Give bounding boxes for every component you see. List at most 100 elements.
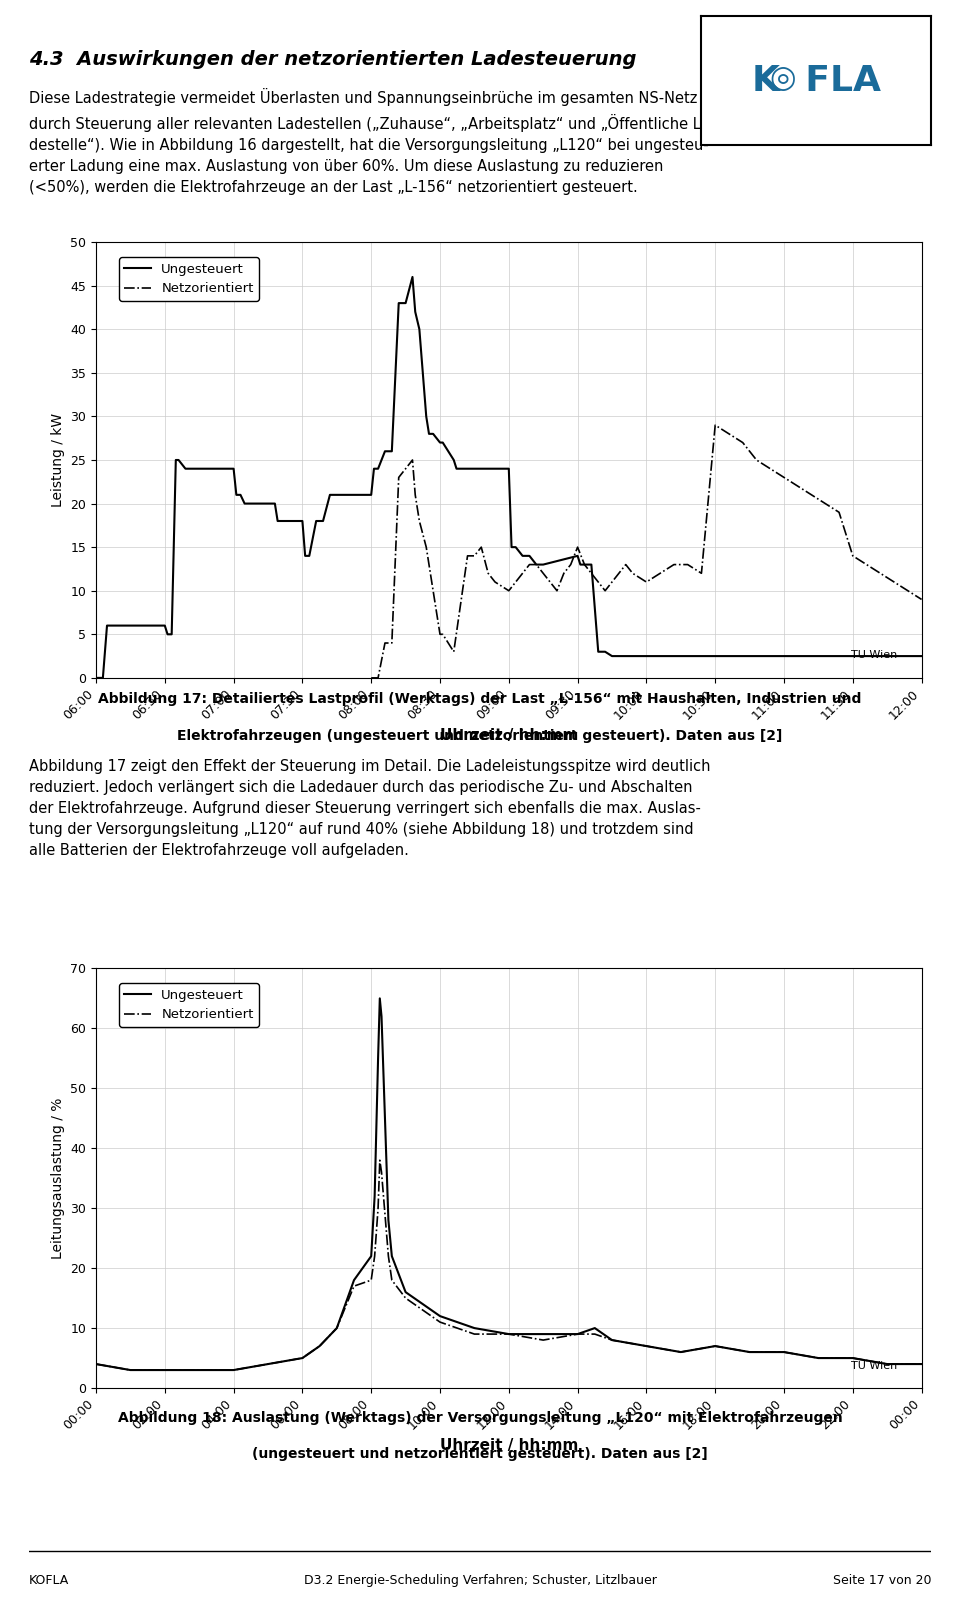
Netzorientiert [468,546,480,565]
Netzorientiert [640,1336,652,1356]
Text: Seite 17 von 20: Seite 17 von 20 [832,1574,931,1587]
Ungesteuert [812,1348,824,1367]
Ungesteuert [375,1007,387,1027]
Ungesteuert [262,1354,274,1374]
Netzorientiert [90,1354,102,1374]
Ungesteuert [372,1049,384,1068]
Ungesteuert [180,458,191,478]
Ungesteuert [417,1294,428,1314]
Netzorientiert [348,1277,360,1296]
Netzorientiert [675,1343,686,1362]
Netzorientiert [374,1151,386,1170]
Line: Ungesteuert: Ungesteuert [96,999,922,1370]
Text: K  FLA: K FLA [752,63,880,98]
Ungesteuert [374,989,386,1009]
Text: (ungesteuert und netzorientiert gesteuert). Daten aus [2]: (ungesteuert und netzorientiert gesteuer… [252,1446,708,1461]
Ungesteuert [881,1354,893,1374]
Netzorientiert [417,1301,428,1320]
Netzorientiert [589,1325,601,1344]
Netzorientiert [366,668,377,688]
Text: D3.2 Energie-Scheduling Verfahren; Schuster, Litzlbauer: D3.2 Energie-Scheduling Verfahren; Schus… [303,1574,657,1587]
Ungesteuert [779,1343,790,1362]
Legend: Ungesteuert, Netzorientiert: Ungesteuert, Netzorientiert [119,257,259,300]
Netzorientiert [812,1348,824,1367]
Netzorientiert [655,563,666,583]
Ungesteuert [125,1361,136,1380]
Netzorientiert [262,1354,274,1374]
Netzorientiert [723,424,734,444]
Ungesteuert [314,1336,325,1356]
Netzorientiert [159,1361,171,1380]
Ungesteuert [159,1361,171,1380]
Netzorientiert [451,1319,463,1338]
Line: Netzorientiert: Netzorientiert [96,1160,922,1370]
Netzorientiert [125,1361,136,1380]
Netzorientiert [709,415,721,434]
Text: Abbildung 17: Detailiertes Lastprofil (Werktags) der Last „L-156“ mit Haushalten: Abbildung 17: Detailiertes Lastprofil (W… [98,692,862,707]
Ungesteuert [230,486,242,505]
Ungesteuert [640,1336,652,1356]
Ungesteuert [366,1246,377,1265]
Line: Netzorientiert: Netzorientiert [372,424,922,678]
Ungesteuert [434,1306,445,1325]
Netzorientiert [916,1354,927,1374]
Ungesteuert [386,1246,397,1265]
Ungesteuert [369,1186,380,1206]
Netzorientiert [386,1270,397,1290]
Ungesteuert [538,1325,549,1344]
Ungesteuert [348,1270,360,1290]
Netzorientiert [193,1361,205,1380]
Ungesteuert [297,1348,308,1367]
Ungesteuert [468,1319,480,1338]
Netzorientiert [383,1246,395,1265]
Netzorientiert [606,1330,617,1349]
Ungesteuert [589,1319,601,1338]
X-axis label: Uhrzeit / hh:mm: Uhrzeit / hh:mm [440,1438,578,1453]
Y-axis label: Leitungsauslastung / %: Leitungsauslastung / % [51,1098,64,1259]
Ungesteuert [90,1354,102,1374]
Netzorientiert [468,1325,480,1344]
Ungesteuert [675,1343,686,1362]
Text: TU Wien: TU Wien [851,1361,897,1372]
Netzorientiert [744,1343,756,1362]
Ungesteuert [407,268,419,287]
Text: Abbildung 18: Auslastung (Werktags) der Versorgungsleitung „L120“ mit Elektrofah: Abbildung 18: Auslastung (Werktags) der … [118,1411,842,1425]
Ungesteuert [606,1330,617,1349]
Legend: Ungesteuert, Netzorientiert: Ungesteuert, Netzorientiert [119,983,259,1027]
Netzorientiert [779,1343,790,1362]
Ungesteuert [847,1348,858,1367]
Ungesteuert [503,1325,515,1344]
Ungesteuert [451,1312,463,1332]
Ungesteuert [572,1325,584,1344]
Ungesteuert [372,458,384,478]
Netzorientiert [375,1162,387,1181]
Ungesteuert [228,1361,239,1380]
Text: Diese Ladestrategie vermeidet Überlasten und Spannungseinbrüche im gesamten NS-N: Diese Ladestrategie vermeidet Überlasten… [29,89,715,195]
Text: TU Wien: TU Wien [851,650,897,660]
Ungesteuert [383,1210,395,1230]
Netzorientiert [297,1348,308,1367]
Text: KOFLA: KOFLA [29,1574,69,1587]
Netzorientiert [805,486,817,505]
Ungesteuert [538,555,549,575]
X-axis label: Uhrzeit / hh:mm: Uhrzeit / hh:mm [440,728,578,742]
Netzorientiert [366,1270,377,1290]
Netzorientiert [847,1348,858,1367]
Netzorientiert [709,1336,721,1356]
Netzorientiert [372,1199,384,1219]
Ungesteuert [709,647,721,667]
Ungesteuert [744,1343,756,1362]
Ungesteuert [399,1283,411,1302]
Netzorientiert [538,1330,549,1349]
Netzorientiert [916,589,927,608]
Y-axis label: Leistung / kW: Leistung / kW [51,413,64,507]
Netzorientiert [462,546,473,565]
Ungesteuert [916,647,927,667]
Ungesteuert [709,1336,721,1356]
Text: ◎: ◎ [769,63,796,92]
Line: Ungesteuert: Ungesteuert [96,278,922,678]
Netzorientiert [503,1325,515,1344]
Netzorientiert [331,1319,343,1338]
Netzorientiert [434,1312,445,1332]
Netzorientiert [369,1246,380,1265]
